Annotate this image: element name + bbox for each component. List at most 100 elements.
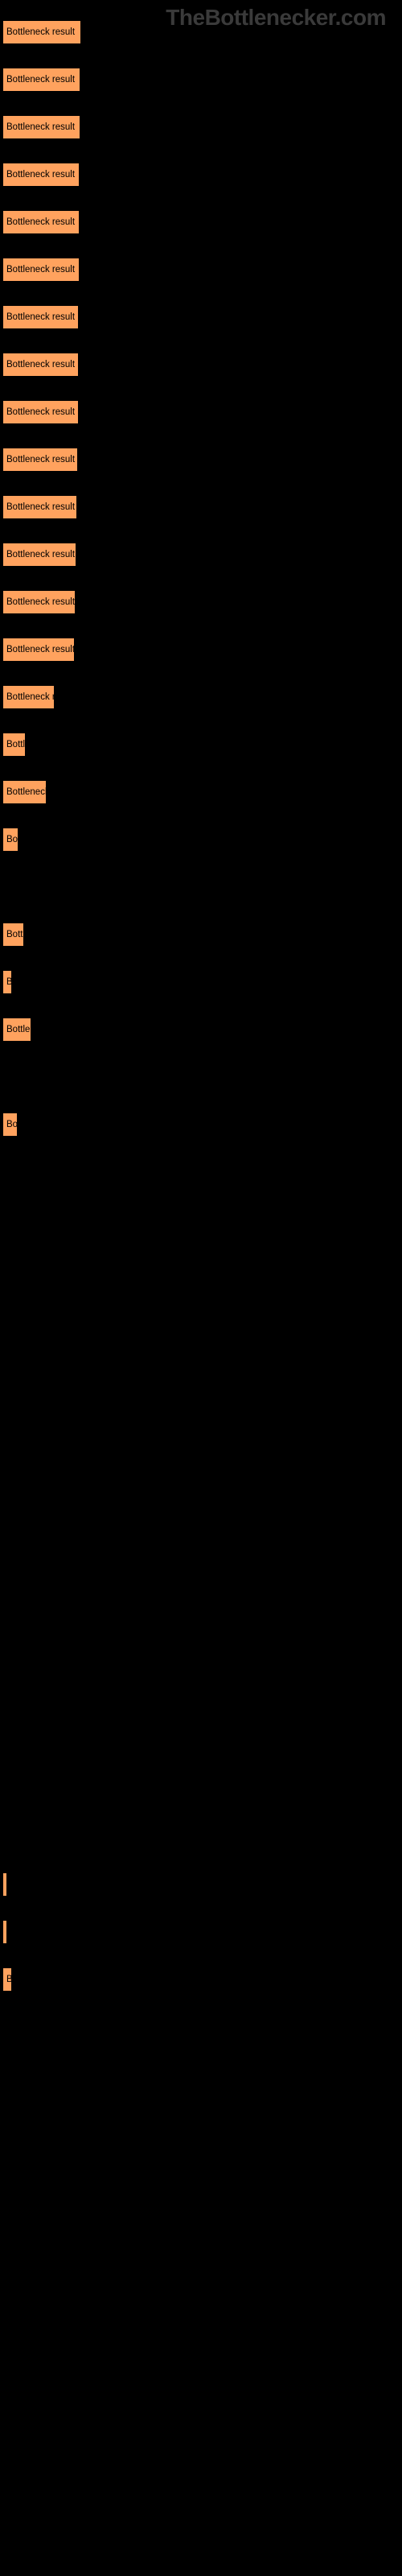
bar-label: Bottleneck result [6, 835, 18, 844]
chart-row [2, 1208, 402, 1232]
chart-row: Bottleneck result [2, 970, 402, 994]
chart-bar: Bottleneck result [2, 685, 55, 709]
chart-row [2, 2442, 402, 2467]
chart-row: Bottleneck result [2, 115, 402, 139]
chart-row [2, 1160, 402, 1184]
chart-row: Bottleneck result [2, 68, 402, 92]
chart-row [2, 2347, 402, 2372]
chart-row [2, 1682, 402, 1707]
bar-label: Bottleneck result [6, 217, 75, 227]
chart-bar: Bottleneck result [2, 400, 79, 424]
chart-bar: Bottleneck result [2, 638, 75, 662]
chart-row [2, 1255, 402, 1279]
bar-label: Bottleneck result [6, 930, 24, 939]
chart-row: Bottleneck result [2, 685, 402, 709]
bar-label: Bottleneck result [6, 1975, 12, 1984]
bar-label: Bottleneck result [6, 1927, 7, 1937]
chart-row: Bottleneck result [2, 923, 402, 947]
bar-label: Bottleneck result [6, 740, 26, 749]
chart-bar: Bottleneck result [2, 258, 80, 282]
bar-label: Bottleneck result [6, 597, 75, 607]
chart-bar: Bottleneck result [2, 590, 76, 614]
bar-chart: Bottleneck result Bottleneck result Bottle… [0, 0, 402, 2514]
chart-bar: Bottleneck result [2, 353, 79, 377]
chart-row: Bottleneck result [2, 1113, 402, 1137]
chart-row [2, 875, 402, 899]
chart-row [2, 1825, 402, 1849]
bar-label: Bottleneck result [6, 787, 47, 797]
bar-label: Bottleneck result [6, 407, 75, 417]
bar-label: Bottleneck result [6, 360, 75, 369]
bar-label: Bottleneck result [6, 1120, 18, 1129]
chart-row [2, 1635, 402, 1659]
chart-bar: Bottleneck result [2, 115, 80, 139]
chart-bar: Bottleneck result [2, 1872, 7, 1897]
chart-row: Bottleneck result [2, 353, 402, 377]
chart-row: Bottleneck result [2, 1920, 402, 1944]
chart-row: Bottleneck result [2, 543, 402, 567]
bar-label: Bottleneck result [6, 550, 75, 559]
chart-row: Bottleneck result [2, 828, 402, 852]
bar-label: Bottleneck result [6, 75, 75, 85]
chart-bar: Bottleneck result [2, 495, 77, 519]
chart-row: Bottleneck result [2, 163, 402, 187]
chart-row: Bottleneck result [2, 448, 402, 472]
bar-label: Bottleneck result [6, 27, 75, 37]
chart-row: Bottleneck result [2, 210, 402, 234]
chart-bar: Bottleneck result [2, 210, 80, 234]
chart-bar: Bottleneck result [2, 1967, 12, 1992]
chart-row [2, 1350, 402, 1374]
watermark-text: TheBottlenecker.com [166, 5, 386, 31]
chart-row [2, 1065, 402, 1089]
chart-bar: Bottleneck result [2, 828, 18, 852]
chart-row [2, 2015, 402, 2039]
bar-label: Bottleneck result [6, 645, 75, 654]
chart-row [2, 1587, 402, 1612]
chart-row [2, 2490, 402, 2514]
chart-row: Bottleneck result [2, 780, 402, 804]
chart-row [2, 2300, 402, 2324]
chart-row: Bottleneck result [2, 305, 402, 329]
chart-row [2, 2252, 402, 2277]
chart-bar: Bottleneck result [2, 68, 80, 92]
chart-row [2, 1302, 402, 1327]
chart-row [2, 2110, 402, 2134]
chart-bar: Bottleneck result [2, 1113, 18, 1137]
chart-row [2, 1445, 402, 1469]
chart-bar: Bottleneck result [2, 448, 78, 472]
chart-bar: Bottleneck result [2, 305, 79, 329]
bar-label: Bottleneck result [6, 455, 75, 464]
chart-bar: Bottleneck result [2, 733, 26, 757]
chart-bar: Bottleneck result [2, 780, 47, 804]
chart-row [2, 2157, 402, 2182]
chart-row: Bottleneck result [2, 590, 402, 614]
chart-row [2, 1730, 402, 1754]
bar-label: Bottleneck result [6, 692, 55, 702]
bar-label: Bottleneck result [6, 977, 12, 987]
chart-row [2, 1397, 402, 1422]
chart-row [2, 1540, 402, 1564]
chart-row [2, 1777, 402, 1802]
bar-label: Bottleneck result [6, 1025, 31, 1034]
chart-row [2, 2062, 402, 2087]
chart-row: Bottleneck result [2, 1967, 402, 1992]
chart-bar: Bottleneck result [2, 923, 24, 947]
chart-bar: Bottleneck result [2, 163, 80, 187]
chart-row: Bottleneck result [2, 258, 402, 282]
bar-label: Bottleneck result [6, 1880, 7, 1889]
bar-label: Bottleneck result [6, 170, 75, 180]
bar-label: Bottleneck result [6, 502, 75, 512]
chart-row: Bottleneck result [2, 1872, 402, 1897]
chart-row: Bottleneck result [2, 638, 402, 662]
chart-bar: Bottleneck result [2, 20, 81, 44]
chart-bar: Bottleneck result [2, 970, 12, 994]
chart-row: Bottleneck result [2, 400, 402, 424]
chart-row: Bottleneck result [2, 1018, 402, 1042]
chart-row [2, 2205, 402, 2229]
chart-row [2, 2395, 402, 2419]
chart-row: Bottleneck result [2, 495, 402, 519]
chart-row [2, 1492, 402, 1517]
bar-label: Bottleneck result [6, 312, 75, 322]
chart-bar: Bottleneck result [2, 1920, 7, 1944]
bar-label: Bottleneck result [6, 265, 75, 275]
